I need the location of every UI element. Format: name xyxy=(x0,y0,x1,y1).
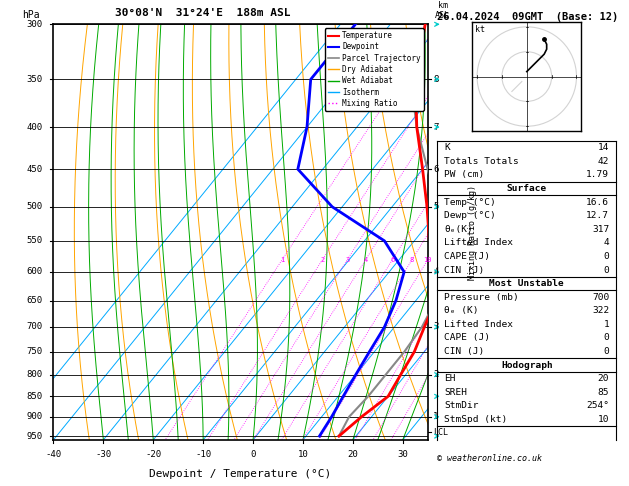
Text: 10: 10 xyxy=(298,450,308,459)
Text: 900: 900 xyxy=(26,412,42,421)
Text: 8: 8 xyxy=(410,257,414,263)
Text: Lifted Index: Lifted Index xyxy=(444,238,513,247)
Text: 1: 1 xyxy=(603,320,610,329)
Text: CAPE (J): CAPE (J) xyxy=(444,252,491,261)
Text: 650: 650 xyxy=(26,296,42,305)
Text: 4: 4 xyxy=(603,238,610,247)
Text: 322: 322 xyxy=(592,306,610,315)
Text: SREH: SREH xyxy=(444,388,467,397)
Text: 4: 4 xyxy=(364,257,368,263)
Text: 850: 850 xyxy=(26,392,42,401)
Text: 2: 2 xyxy=(320,257,325,263)
Text: 3: 3 xyxy=(433,323,438,331)
Text: θₑ (K): θₑ (K) xyxy=(444,306,479,315)
Text: CIN (J): CIN (J) xyxy=(444,265,484,275)
Text: 0: 0 xyxy=(603,252,610,261)
Text: 26.04.2024  09GMT  (Base: 12): 26.04.2024 09GMT (Base: 12) xyxy=(437,12,618,22)
Text: 10: 10 xyxy=(598,415,610,424)
Text: -30: -30 xyxy=(96,450,111,459)
Text: 20: 20 xyxy=(347,450,359,459)
Text: Mixing Ratio (g/kg): Mixing Ratio (g/kg) xyxy=(468,185,477,279)
Text: 0: 0 xyxy=(603,265,610,275)
Text: 14: 14 xyxy=(598,143,610,152)
Text: 750: 750 xyxy=(26,347,42,356)
Text: θₑ(K): θₑ(K) xyxy=(444,225,473,234)
Text: -40: -40 xyxy=(45,450,62,459)
Text: 550: 550 xyxy=(26,236,42,245)
Text: Hodograph: Hodograph xyxy=(501,361,553,370)
Text: 30: 30 xyxy=(398,450,408,459)
Text: 10: 10 xyxy=(423,257,432,263)
Text: 85: 85 xyxy=(598,388,610,397)
Text: 16.6: 16.6 xyxy=(586,198,610,207)
Text: 317: 317 xyxy=(592,225,610,234)
Text: 1: 1 xyxy=(433,412,438,421)
Text: 950: 950 xyxy=(26,432,42,441)
Text: km
ASL: km ASL xyxy=(435,1,450,20)
Text: -20: -20 xyxy=(145,450,161,459)
Text: 254°: 254° xyxy=(586,401,610,410)
Text: 800: 800 xyxy=(26,370,42,379)
Text: 400: 400 xyxy=(26,122,42,132)
Text: Surface: Surface xyxy=(507,184,547,193)
Text: 450: 450 xyxy=(26,165,42,174)
Text: hPa: hPa xyxy=(22,10,40,20)
Text: EH: EH xyxy=(444,374,456,383)
Text: 500: 500 xyxy=(26,202,42,211)
Text: 0: 0 xyxy=(603,347,610,356)
Legend: Temperature, Dewpoint, Parcel Trajectory, Dry Adiabat, Wet Adiabat, Isotherm, Mi: Temperature, Dewpoint, Parcel Trajectory… xyxy=(325,28,424,111)
Text: 12.7: 12.7 xyxy=(586,211,610,220)
Text: 7: 7 xyxy=(433,122,438,132)
Text: kt: kt xyxy=(476,25,486,34)
Text: CAPE (J): CAPE (J) xyxy=(444,333,491,343)
Text: 6: 6 xyxy=(433,165,438,174)
Text: 0: 0 xyxy=(250,450,256,459)
Text: 0: 0 xyxy=(603,333,610,343)
Text: 600: 600 xyxy=(26,267,42,277)
Text: PW (cm): PW (cm) xyxy=(444,171,484,179)
Text: 1: 1 xyxy=(280,257,284,263)
Text: 6: 6 xyxy=(390,257,394,263)
Text: 2: 2 xyxy=(433,370,438,379)
Text: 30°08'N  31°24'E  188m ASL: 30°08'N 31°24'E 188m ASL xyxy=(115,8,291,18)
Text: StmSpd (kt): StmSpd (kt) xyxy=(444,415,508,424)
Text: -10: -10 xyxy=(195,450,211,459)
Text: K: K xyxy=(444,143,450,152)
Text: Temp (°C): Temp (°C) xyxy=(444,198,496,207)
Text: 8: 8 xyxy=(433,75,438,84)
Text: 1.79: 1.79 xyxy=(586,171,610,179)
Text: 5: 5 xyxy=(433,202,438,211)
Text: Most Unstable: Most Unstable xyxy=(489,279,564,288)
Text: Lifted Index: Lifted Index xyxy=(444,320,513,329)
Text: Dewp (°C): Dewp (°C) xyxy=(444,211,496,220)
Text: 3: 3 xyxy=(345,257,349,263)
Text: CIN (J): CIN (J) xyxy=(444,347,484,356)
Text: Dewpoint / Temperature (°C): Dewpoint / Temperature (°C) xyxy=(150,469,331,479)
Text: 700: 700 xyxy=(26,323,42,331)
Text: 350: 350 xyxy=(26,75,42,84)
Text: 4: 4 xyxy=(433,267,438,277)
Text: 42: 42 xyxy=(598,157,610,166)
Text: StmDir: StmDir xyxy=(444,401,479,410)
Text: © weatheronline.co.uk: © weatheronline.co.uk xyxy=(437,454,542,464)
Text: Pressure (mb): Pressure (mb) xyxy=(444,293,519,302)
Text: 20: 20 xyxy=(598,374,610,383)
Text: Totals Totals: Totals Totals xyxy=(444,157,519,166)
Text: 300: 300 xyxy=(26,20,42,29)
Text: LCL: LCL xyxy=(433,428,448,437)
Text: 700: 700 xyxy=(592,293,610,302)
